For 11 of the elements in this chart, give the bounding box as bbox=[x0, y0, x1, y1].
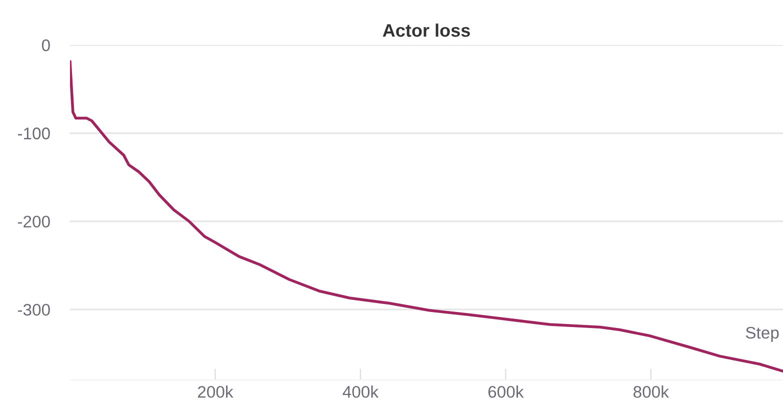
line-series bbox=[70, 60, 783, 373]
x-tick-label: 800k bbox=[634, 386, 669, 398]
x-tick-label: 600k bbox=[488, 386, 524, 398]
chart-title: Actor loss bbox=[382, 24, 470, 37]
y-tick-label: -200 bbox=[18, 216, 50, 228]
y-tick-label: 0 bbox=[42, 39, 50, 52]
x-tick-label: 400k bbox=[342, 386, 379, 398]
y-tick-label: -100 bbox=[18, 128, 50, 140]
x-axis-title: Step bbox=[746, 326, 779, 342]
y-tick-label: -300 bbox=[18, 304, 50, 316]
x-tick-label: 200k bbox=[198, 386, 234, 398]
